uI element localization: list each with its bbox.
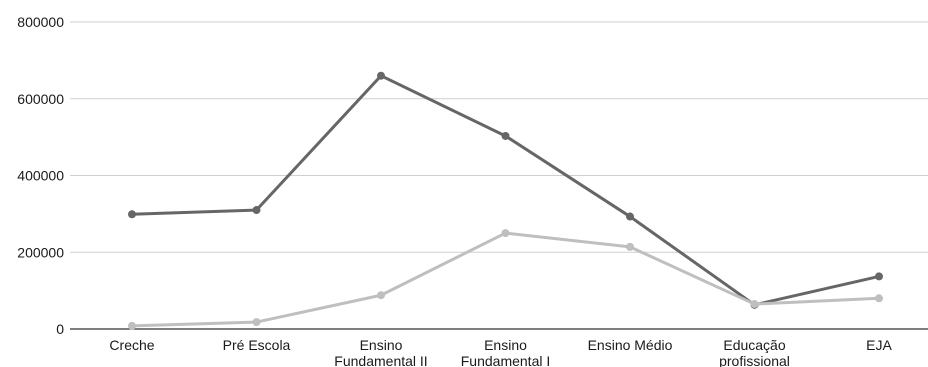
y-tick-label: 800000 xyxy=(17,14,64,30)
y-tick-label: 600000 xyxy=(17,91,64,107)
data-point xyxy=(875,294,883,303)
series-1 xyxy=(128,71,883,309)
x-tick-label: Pré Escola xyxy=(223,337,291,353)
x-tick-label: EJA xyxy=(866,337,892,353)
x-axis-ticks: Creche Pré Escola Ensino Fundamental II Ensi… xyxy=(109,337,892,367)
x-tick-label: Ensino Fundamental I xyxy=(461,337,551,367)
data-point xyxy=(252,318,261,327)
y-tick-label: 0 xyxy=(56,321,64,337)
data-point xyxy=(626,212,634,221)
y-tick-label: 200000 xyxy=(17,244,64,260)
data-point xyxy=(750,300,759,309)
data-point xyxy=(626,242,634,251)
data-point xyxy=(128,210,136,219)
series-line xyxy=(130,231,881,328)
data-point xyxy=(377,291,385,300)
data-point xyxy=(252,206,261,215)
x-tick-label: Ensino Médio xyxy=(588,337,673,353)
data-point xyxy=(501,131,510,140)
x-tick-label: Creche xyxy=(109,337,154,353)
data-point xyxy=(501,229,510,238)
x-tick-label: Ensino Fundamental II xyxy=(334,337,427,367)
data-point xyxy=(377,71,385,80)
x-tick-label: Educação profissional xyxy=(719,337,790,367)
y-tick-label: 400000 xyxy=(17,168,64,184)
series-2 xyxy=(128,229,883,330)
data-point xyxy=(875,272,883,281)
series-line xyxy=(130,74,881,307)
gridlines xyxy=(70,21,928,330)
data-point xyxy=(128,321,136,330)
y-axis-ticks: 0 200000 400000 600000 800000 xyxy=(17,14,64,337)
series-layer xyxy=(128,71,883,330)
